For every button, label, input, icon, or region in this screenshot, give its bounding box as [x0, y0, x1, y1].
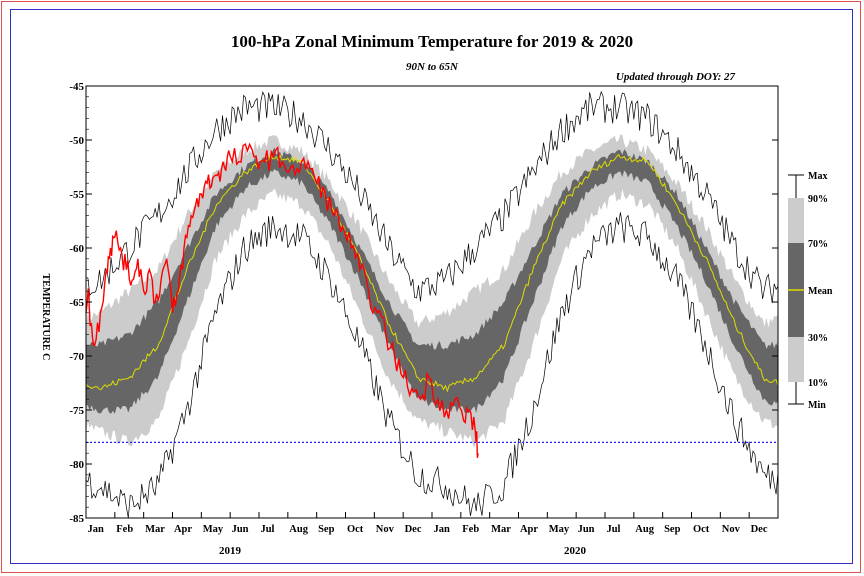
x-tick-label: Aug	[289, 524, 308, 535]
y-tick-label: -80	[69, 459, 84, 471]
inner-border	[10, 9, 853, 564]
x-tick-label: Jul	[606, 524, 620, 535]
x-tick-label: Oct	[347, 524, 364, 535]
y-tick-label: -65	[69, 297, 84, 309]
x-tick-label: Dec	[405, 524, 422, 535]
legend-label-min: Min	[808, 400, 826, 411]
x-tick-label: Nov	[722, 524, 741, 535]
y-tick-label: -55	[69, 189, 84, 201]
observed-series-0	[85, 142, 479, 458]
max-line	[85, 90, 779, 304]
x-tick-label: May	[203, 524, 224, 535]
band-30-70	[86, 147, 778, 414]
legend-label-max: Max	[808, 171, 827, 182]
x-tick-label: Aug	[635, 524, 654, 535]
x-tick-label: Apr	[174, 524, 192, 535]
min-line	[85, 212, 779, 519]
y-tick-label: -60	[69, 243, 84, 255]
x-tick-label: Sep	[664, 524, 681, 535]
x-tick-label: Jan	[433, 524, 450, 535]
y-tick-label: -45	[69, 81, 84, 93]
chart-subtitle: 90N to 65N	[406, 61, 459, 73]
x-tick-label: Nov	[376, 524, 395, 535]
x-tick-label: Jun	[232, 524, 249, 535]
y-tick-label: -85	[69, 513, 84, 525]
y-tick-label: -75	[69, 405, 84, 417]
legend-label-p10: 10%	[808, 378, 828, 389]
legend-label-p90: 90%	[808, 194, 828, 205]
x-tick-label: Oct	[693, 524, 710, 535]
legend-label-p30: 30%	[808, 333, 828, 344]
x-tick-label: Jul	[260, 524, 274, 535]
y-axis-label: TEMPERATURE C	[40, 274, 51, 361]
legend-band-outer-bottom	[788, 337, 804, 382]
update-note: Updated through DOY: 27	[616, 71, 736, 83]
x-tick-label: May	[549, 524, 570, 535]
x-tick-label: Jun	[578, 524, 595, 535]
x-tick-label: Sep	[318, 524, 335, 535]
x-tick-label: Jan	[87, 524, 104, 535]
legend-label-mean: Mean	[808, 286, 833, 297]
x-tick-label: Feb	[462, 524, 479, 535]
legend-band-outer-top	[788, 198, 804, 243]
legend-label-p70: 70%	[808, 239, 828, 250]
y-tick-label: -50	[69, 135, 84, 147]
year-label-2020: 2020	[564, 545, 587, 557]
x-tick-label: Mar	[491, 524, 511, 535]
chart-title: 100-hPa Zonal Minimum Temperature for 20…	[231, 32, 633, 51]
x-tick-label: Apr	[520, 524, 538, 535]
x-tick-label: Dec	[751, 524, 768, 535]
x-tick-label: Feb	[116, 524, 133, 535]
y-tick-label: -70	[69, 351, 84, 363]
x-tick-label: Mar	[145, 524, 165, 535]
year-label-2019: 2019	[219, 545, 242, 557]
